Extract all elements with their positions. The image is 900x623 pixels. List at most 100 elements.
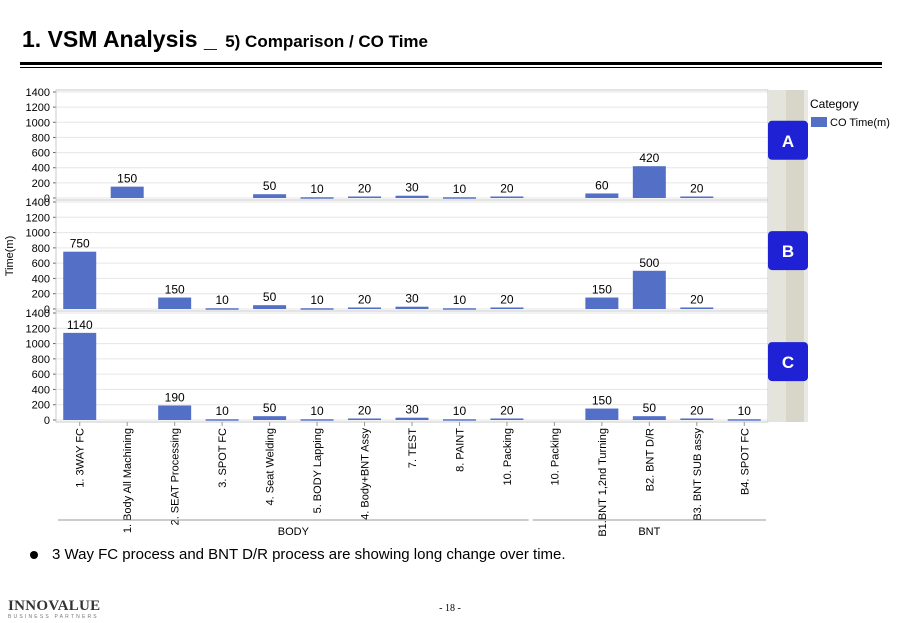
bar <box>300 419 334 421</box>
data-label: 190 <box>165 390 185 404</box>
legend-entry: CO Time(m) <box>830 117 890 129</box>
data-label: 20 <box>690 403 704 417</box>
y-tick-label: 1200 <box>26 323 50 335</box>
x-tick-label: 1. 3WAY FC <box>75 428 87 488</box>
x-tick-label: B4. SPOT FC <box>739 428 751 495</box>
data-label: 20 <box>358 292 372 306</box>
bar <box>395 417 429 420</box>
y-tick-label: 400 <box>32 384 50 396</box>
bar <box>395 306 429 309</box>
bullet-text: 3 Way FC process and BNT D/R process are… <box>52 546 566 563</box>
bar <box>442 197 476 199</box>
data-label: 10 <box>453 293 467 307</box>
title-main: 1. VSM Analysis _ <box>22 26 217 52</box>
bar <box>300 308 334 310</box>
y-tick-label: 800 <box>32 354 50 366</box>
data-label: 150 <box>117 172 137 186</box>
y-tick-label: 1000 <box>26 228 50 240</box>
x-tick-label: 10. Packing <box>502 428 514 485</box>
data-label: 20 <box>500 292 514 306</box>
panel-badge <box>768 231 808 271</box>
legend-title: Category <box>810 97 859 111</box>
y-tick-label: 400 <box>32 273 50 285</box>
bar <box>632 270 666 309</box>
bar <box>253 194 287 198</box>
data-label: 10 <box>453 182 467 196</box>
x-tick-label: 8. PAINT <box>454 428 466 472</box>
bar <box>442 308 476 310</box>
bar <box>253 305 287 309</box>
group-label: BNT <box>638 526 660 538</box>
x-tick-label: B2. BNT D/R <box>644 428 656 491</box>
bar <box>490 418 524 420</box>
data-label: 50 <box>263 179 277 193</box>
y-tick-label: 200 <box>32 400 50 412</box>
bar <box>680 307 714 309</box>
data-label: 50 <box>263 290 277 304</box>
y-tick-label: 200 <box>32 178 50 190</box>
data-label: 20 <box>358 403 372 417</box>
logo-main: INNOVALUE <box>8 598 101 614</box>
y-tick-label: 0 <box>44 193 50 205</box>
y-tick-label: 1400 <box>26 308 50 320</box>
x-tick-label: 7. TEST <box>407 428 419 468</box>
title-sub: 5) Comparison / CO Time <box>225 32 428 51</box>
data-label: 30 <box>405 292 419 306</box>
panel-badge-label: C <box>782 353 794 372</box>
bar <box>490 307 524 309</box>
y-tick-label: 1400 <box>26 87 50 99</box>
data-label: 20 <box>500 181 514 195</box>
x-tick-label: 10. Packing <box>549 428 561 485</box>
y-tick-label: 800 <box>32 243 50 255</box>
bar <box>490 196 524 198</box>
data-label: 1140 <box>67 318 93 332</box>
x-tick-label: 3. SPOT FC <box>217 428 229 488</box>
x-tick-label: 5. BODY Lapping <box>312 428 324 513</box>
data-label: 150 <box>592 394 612 408</box>
bullet-icon <box>30 551 38 560</box>
data-label: 30 <box>405 403 419 417</box>
bar <box>585 408 619 420</box>
panel-badge <box>768 120 808 160</box>
y-tick-label: 1400 <box>26 197 50 209</box>
panel-badge-label: A <box>782 132 794 151</box>
y-tick-label: 800 <box>32 132 50 144</box>
slide-title: 1. VSM Analysis _ 5) Comparison / CO Tim… <box>22 26 428 53</box>
data-label: 20 <box>690 292 704 306</box>
bar <box>442 419 476 421</box>
x-tick-label: 1. Body All Machining <box>122 428 134 533</box>
data-label: 20 <box>358 181 372 195</box>
data-label: 10 <box>738 404 752 418</box>
x-tick-label: B1.BNT 1,2nd Turning <box>597 428 609 537</box>
x-tick-label: 4. Body+BNT Assy <box>360 428 372 520</box>
panel-badge-label: B <box>782 242 794 261</box>
data-label: 750 <box>70 237 90 251</box>
logo-sub: BUSINESS PARTNERS <box>8 614 99 620</box>
title-rule-thick <box>20 62 882 65</box>
bar <box>205 419 239 421</box>
bullet-note: 3 Way FC process and BNT D/R process are… <box>30 546 566 563</box>
panel-badge <box>768 342 808 382</box>
data-label: 60 <box>595 178 609 192</box>
y-tick-label: 1200 <box>26 212 50 224</box>
bar <box>348 196 382 198</box>
bar <box>585 297 619 309</box>
data-label: 10 <box>310 404 324 418</box>
bar <box>63 251 97 309</box>
x-tick-label: 2. SEAT Processing <box>170 428 182 525</box>
bar <box>632 416 666 420</box>
bar <box>395 195 429 198</box>
data-label: 420 <box>639 151 659 165</box>
y-tick-label: 1200 <box>26 102 50 114</box>
data-label: 500 <box>639 256 659 270</box>
co-time-chart: Time(m) 0 200 400 600 800 1000 1200 1400 150 50 10 2… <box>0 78 900 540</box>
bar <box>205 308 239 310</box>
data-label: 10 <box>310 293 324 307</box>
data-label: 50 <box>263 401 277 415</box>
y-tick-label: 600 <box>32 369 50 381</box>
bar <box>632 166 666 198</box>
page-number: - 18 - <box>439 603 461 614</box>
y-tick-label: 600 <box>32 148 50 160</box>
bar <box>158 405 192 420</box>
